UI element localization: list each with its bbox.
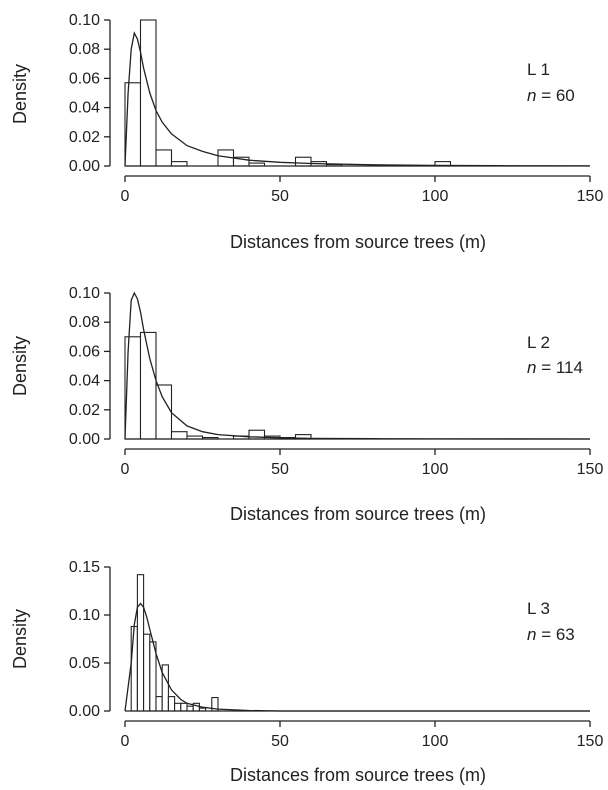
histogram-bar: [170, 161, 188, 167]
sample-size-symbol: n: [527, 86, 536, 105]
x-tick-labels: 0 50 100 150: [121, 188, 604, 205]
y-tick-label: 0.05: [69, 655, 100, 672]
y-tick-label: 0.10: [69, 12, 100, 29]
x-tick-label: 50: [271, 733, 289, 750]
x-tick-labels: 0 50 100 150: [121, 461, 604, 478]
histogram-bar: [155, 696, 163, 712]
y-tick-labels: 0.00 0.02 0.04 0.06 0.08 0.10: [69, 12, 100, 175]
y-tick-label: 0.00: [69, 158, 100, 175]
histogram-bar: [139, 19, 157, 167]
y-tick-label: 0.04: [69, 373, 100, 390]
x-tick-label: 150: [577, 188, 604, 205]
x-tick-label: 0: [121, 188, 130, 205]
histogram-bars: [124, 19, 452, 167]
x-axis-label: Distances from source trees (m): [230, 232, 486, 252]
panel-label: L 2: [527, 333, 550, 352]
sample-size-label: n = 60: [527, 86, 575, 105]
panel-label: L 3: [527, 599, 550, 618]
histogram-bar: [143, 633, 151, 712]
y-tick-label: 0.02: [69, 129, 100, 146]
x-tick-label: 50: [271, 188, 289, 205]
histogram-bar: [155, 384, 173, 440]
histogram-bar: [294, 156, 312, 167]
y-tick-label: 0.08: [69, 41, 100, 58]
y-tick-label: 0.04: [69, 100, 100, 117]
axes: [104, 566, 591, 727]
x-tick-label: 100: [422, 461, 449, 478]
y-tick-label: 0.06: [69, 70, 100, 87]
y-tick-label: 0.06: [69, 343, 100, 360]
histogram-bar: [167, 696, 176, 712]
histogram-bar: [180, 702, 188, 712]
y-axis-label: Density: [10, 64, 30, 124]
x-tick-label: 100: [422, 733, 449, 750]
sample-size-value: = 114: [536, 358, 582, 377]
sample-size-value: = 60: [536, 86, 574, 105]
panel-l2: 0.00 0.02 0.04 0.06 0.08 0.10 0 50 100 150 Densi…: [10, 285, 603, 524]
y-tick-labels: 0.00 0.02 0.04 0.06 0.08 0.10: [69, 285, 100, 448]
x-axis-label: Distances from source trees (m): [230, 504, 486, 524]
x-tick-label: 100: [422, 188, 449, 205]
histogram-bar: [130, 625, 138, 712]
y-axis-label: Density: [10, 609, 30, 669]
sample-size-symbol: n: [527, 358, 536, 377]
axes: [104, 292, 591, 455]
panel-l1: 0.00 0.02 0.04 0.06 0.08 0.10 0 50 100 150 Densi…: [10, 12, 603, 252]
axes: [104, 19, 591, 182]
density-curve: [124, 602, 590, 712]
y-tick-label: 0.00: [69, 703, 100, 720]
histogram-bar: [136, 574, 145, 712]
histogram-bar: [174, 702, 182, 712]
histogram-bar: [186, 705, 194, 712]
y-tick-label: 0.00: [69, 431, 100, 448]
y-tick-label: 0.10: [69, 285, 100, 302]
histogram-bars: [130, 574, 219, 712]
sample-size-label: n = 63: [527, 625, 575, 644]
panel-label: L 1: [527, 60, 550, 79]
sample-size-value: = 63: [536, 625, 574, 644]
y-tick-label: 0.15: [69, 559, 100, 576]
y-tick-label: 0.02: [69, 402, 100, 419]
y-tick-labels: 0.00 0.05 0.10 0.15: [69, 559, 100, 720]
histogram-bar: [161, 664, 169, 712]
x-tick-label: 150: [577, 461, 604, 478]
x-tick-label: 0: [121, 461, 130, 478]
x-tick-labels: 0 50 100 150: [121, 733, 604, 750]
x-tick-label: 50: [271, 461, 289, 478]
density-curve: [124, 291, 591, 440]
sample-size-label: n = 114: [527, 358, 583, 377]
y-tick-label: 0.10: [69, 607, 100, 624]
histogram-bar: [170, 431, 188, 440]
y-tick-label: 0.08: [69, 314, 100, 331]
x-tick-label: 150: [577, 733, 604, 750]
x-axis-label: Distances from source trees (m): [230, 765, 486, 785]
histogram-bar: [155, 149, 173, 167]
panel-l3: 0.00 0.05 0.10 0.15 0 50 100 150 Density Dista…: [10, 559, 603, 785]
histogram-bars: [124, 331, 312, 440]
density-curve: [124, 31, 591, 167]
sample-size-symbol: n: [527, 625, 536, 644]
x-tick-label: 0: [121, 733, 130, 750]
y-axis-label: Density: [10, 336, 30, 396]
